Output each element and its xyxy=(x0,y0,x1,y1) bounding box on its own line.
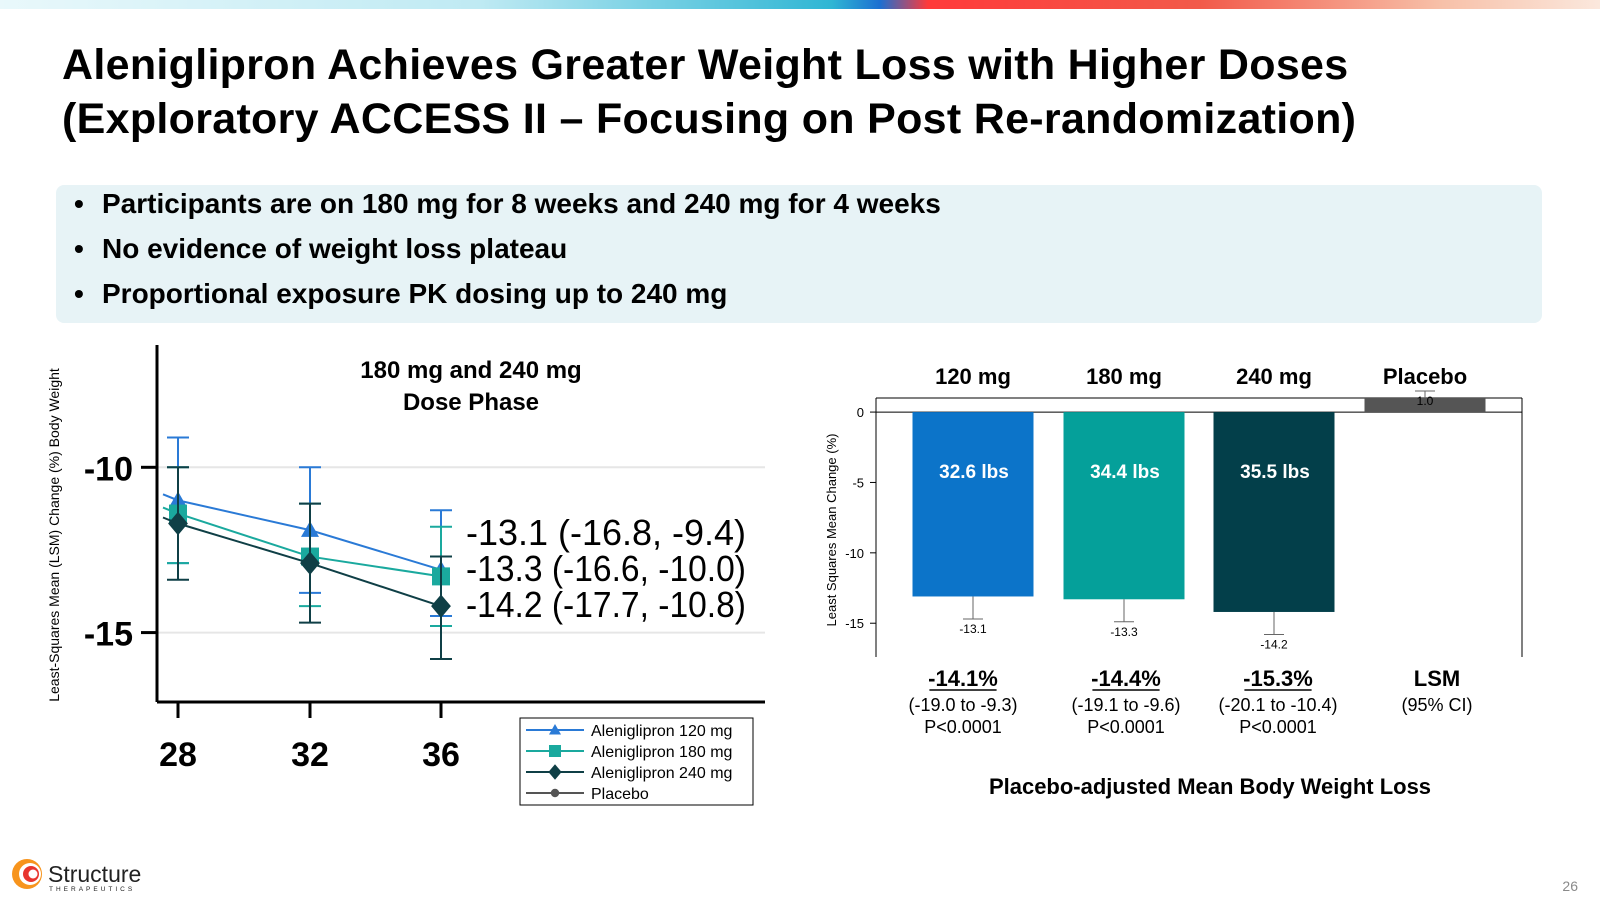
bar-inner-label: 35.5 lbs xyxy=(1240,462,1310,483)
legend-label: Aleniglipron 240 mg xyxy=(591,765,732,782)
bullet-text: No evidence of weight loss plateau xyxy=(102,233,568,264)
bar-chart-title: Placebo-adjusted Mean Body Weight Loss xyxy=(989,774,1431,799)
bullet-box: • Participants are on 180 mg for 8 weeks … xyxy=(56,185,1542,323)
legend-marker xyxy=(549,745,561,757)
summary-percent: -15.3% xyxy=(1243,666,1313,691)
bar xyxy=(1063,412,1185,600)
bar-value-label: -13.1 xyxy=(959,622,987,636)
bar-category-label: 180 mg xyxy=(1086,365,1162,389)
line-chart-xtick-label: 28 xyxy=(159,736,197,774)
summary-ci: (-19.1 to -9.6) xyxy=(1071,695,1180,715)
end-value-label: -14.2 (-17.7, -10.8) xyxy=(466,584,746,625)
page-number: 26 xyxy=(1562,878,1578,894)
bar-chart-ytick-label: -10 xyxy=(845,546,864,561)
bar-chart: Least Squares Mean Change (%) 120 mg 180 … xyxy=(824,365,1523,799)
bar-inner-label: 32.6 lbs xyxy=(939,462,1009,483)
bar-chart-ytick-label: 0 xyxy=(857,405,864,420)
legend-label: Aleniglipron 120 mg xyxy=(591,723,732,740)
bar xyxy=(912,412,1034,597)
slide-title-line-1: Aleniglipron Achieves Greater Weight Los… xyxy=(62,41,1349,89)
bullet-item: • Proportional exposure PK dosing up to 2… xyxy=(74,278,728,309)
summary-ci: (-20.1 to -10.4) xyxy=(1218,695,1337,715)
bar-value-label: -13.3 xyxy=(1110,625,1138,639)
bullet-text: Participants are on 180 mg for 8 weeks a… xyxy=(102,188,941,219)
bar-value-label: -14.2 xyxy=(1260,637,1288,651)
bar-inner-label: 34.4 lbs xyxy=(1090,462,1160,483)
line-chart-title-line-2: Dose Phase xyxy=(403,389,539,416)
line-series xyxy=(162,466,452,627)
series-line xyxy=(162,506,442,578)
data-point xyxy=(168,511,188,536)
logo-sub: THERAPEUTICS xyxy=(49,886,135,893)
line-chart-ytick-label: -10 xyxy=(84,450,133,488)
summary-percent: LSM xyxy=(1414,666,1460,691)
bar xyxy=(1364,398,1486,413)
series-line xyxy=(162,493,442,571)
legend-marker xyxy=(550,788,560,798)
bar-category-label: Placebo xyxy=(1383,365,1467,389)
data-point xyxy=(300,551,320,575)
bar-category-label: 240 mg xyxy=(1236,365,1312,389)
line-chart-ytick-label: -15 xyxy=(84,616,133,654)
summary-percent: -14.1% xyxy=(928,666,998,691)
bullet-item: • No evidence of weight loss plateau xyxy=(74,233,568,264)
legend-marker xyxy=(549,724,561,735)
line-series xyxy=(162,466,452,661)
legend-label: Placebo xyxy=(591,786,649,803)
bullet-text: Proportional exposure PK dosing up to 24… xyxy=(102,278,728,309)
bar-chart-ytick-label: -15 xyxy=(845,616,864,631)
line-chart-title-line-1: 180 mg and 240 mg xyxy=(360,357,581,384)
bar-category-label: 120 mg xyxy=(935,365,1011,389)
line-chart: Least-Squares Mean (LSM) Change (%) Body… xyxy=(46,345,765,806)
end-value-label: -13.1 (-16.8, -9.4) xyxy=(466,512,746,553)
bar-value-label: 1.0 xyxy=(1417,394,1434,408)
line-series xyxy=(162,436,452,618)
summary-ci: (-19.0 to -9.3) xyxy=(908,695,1017,715)
bar-chart-ylabel: Least Squares Mean Change (%) xyxy=(824,434,839,627)
line-chart-xtick-label: 36 xyxy=(422,736,460,774)
slide-title-line-2: (Exploratory ACCESS II – Focusing on Pos… xyxy=(62,95,1357,143)
legend-label: Aleniglipron 180 mg xyxy=(591,744,732,761)
end-value-label: -13.3 (-16.6, -10.0) xyxy=(466,548,746,589)
top-gradient-bar xyxy=(0,0,1600,9)
summary-pvalue: P<0.0001 xyxy=(924,717,1002,737)
bar xyxy=(1213,412,1335,612)
legend-marker xyxy=(548,764,562,780)
bullet-item: • Participants are on 180 mg for 8 weeks … xyxy=(74,188,941,219)
data-point xyxy=(431,594,451,618)
bar-chart-ytick-label: -5 xyxy=(852,475,864,490)
summary-ci: (95% CI) xyxy=(1401,695,1472,715)
line-chart-xtick-label: 32 xyxy=(291,736,329,774)
structure-logo-mark: Structure THERAPEUTICS xyxy=(12,859,141,893)
summary-pvalue: P<0.0001 xyxy=(1087,717,1165,737)
series-line xyxy=(162,516,442,608)
summary-pvalue: P<0.0001 xyxy=(1239,717,1317,737)
line-chart-ylabel: Least-Squares Mean (LSM) Change (%) Body… xyxy=(46,368,62,702)
structure-logo: Structure THERAPEUTICS xyxy=(10,857,160,898)
summary-percent: -14.4% xyxy=(1091,666,1161,691)
logo-name: Structure xyxy=(48,861,141,887)
slide-title: Aleniglipron Achieves Greater Weight Los… xyxy=(62,38,1542,146)
